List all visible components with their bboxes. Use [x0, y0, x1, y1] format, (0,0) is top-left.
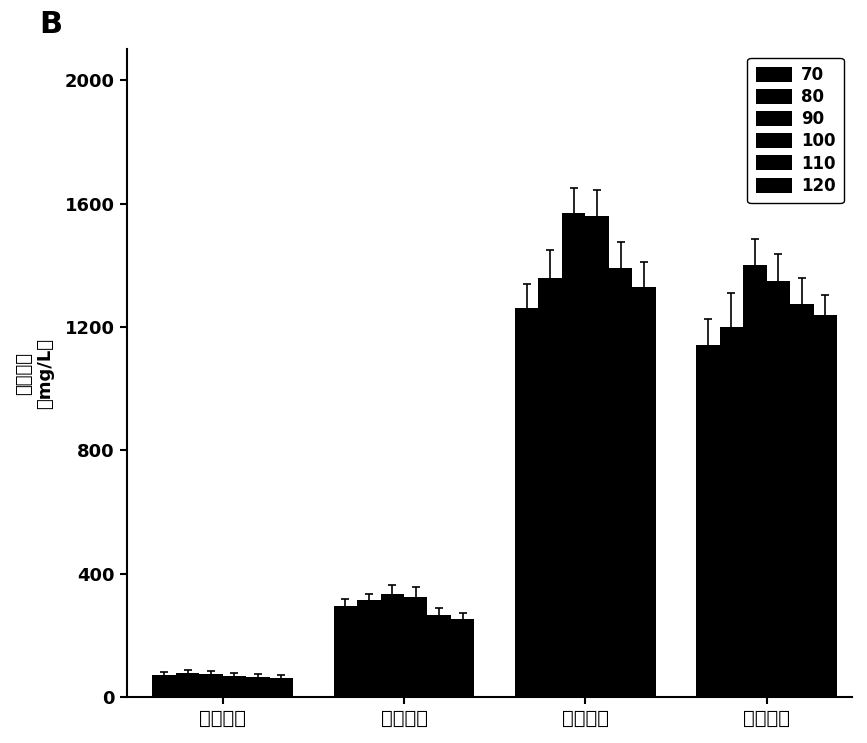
Bar	[451, 620, 474, 697]
Bar	[381, 594, 404, 697]
Bar	[427, 614, 451, 697]
Y-axis label: 脂的浓度
（mg/L）: 脂的浓度 （mg/L）	[15, 338, 54, 409]
Bar	[515, 308, 538, 697]
Bar	[223, 675, 246, 697]
Bar	[334, 606, 357, 697]
Bar	[153, 675, 176, 697]
Bar	[176, 673, 199, 697]
Bar	[562, 212, 585, 697]
Bar	[357, 600, 381, 697]
Bar	[720, 327, 743, 697]
Bar	[696, 345, 720, 697]
Bar	[766, 281, 790, 697]
Text: B: B	[40, 10, 62, 39]
Bar	[813, 314, 837, 697]
Bar	[743, 265, 766, 697]
Bar	[790, 304, 813, 697]
Bar	[632, 287, 655, 697]
Bar	[199, 674, 223, 697]
Bar	[609, 268, 632, 697]
Bar	[538, 278, 562, 697]
Legend: 70, 80, 90, 100, 110, 120: 70, 80, 90, 100, 110, 120	[747, 58, 844, 203]
Bar	[404, 597, 427, 697]
Bar	[246, 677, 270, 697]
Bar	[270, 678, 293, 697]
Bar	[585, 216, 609, 697]
